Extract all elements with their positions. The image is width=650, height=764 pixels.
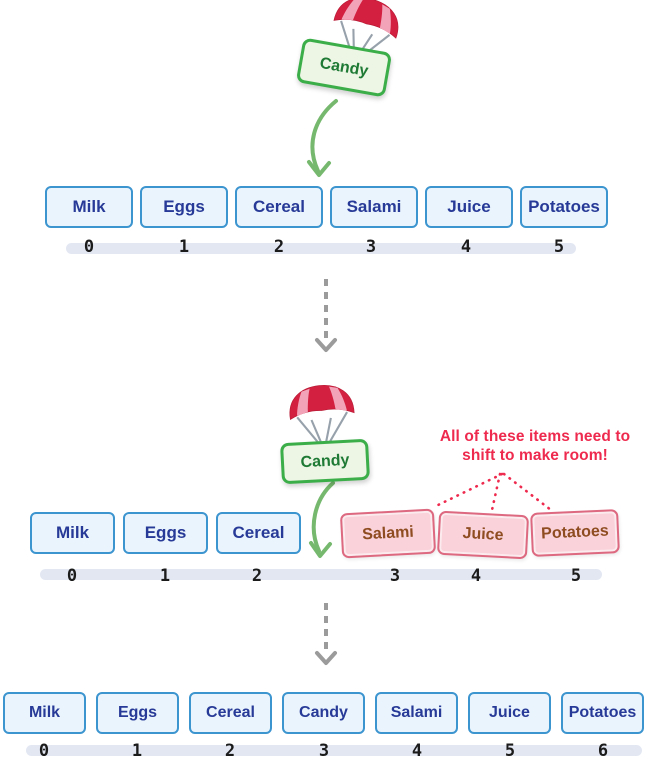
array-item-cereal: Cereal	[235, 186, 323, 228]
candy-item: Candy	[279, 438, 371, 485]
array-item-salami: Salami	[375, 692, 458, 734]
annotation-line2: shift to make room!	[462, 447, 608, 465]
annotation-line1: All of these items need to	[439, 428, 631, 445]
array-item-cereal: Cereal	[216, 512, 301, 554]
index-label: 2	[251, 566, 263, 586]
candy-item: Candy	[295, 37, 393, 98]
array-item-eggs: Eggs	[140, 186, 228, 228]
candy-label: Candy	[300, 451, 350, 471]
index-label: 1	[159, 566, 171, 586]
index-label: 5	[504, 741, 516, 761]
array-item-eggs: Eggs	[123, 512, 208, 554]
array-item-potatoes: Potatoes	[561, 692, 644, 734]
candy-label: Candy	[318, 54, 370, 80]
array-item-eggs: Eggs	[96, 692, 179, 734]
index-bar	[66, 243, 576, 254]
array-item-cereal: Cereal	[189, 692, 272, 734]
index-bar	[40, 569, 602, 580]
index-label: 2	[273, 237, 285, 257]
array-item-milk: Milk	[3, 692, 86, 734]
index-label: 1	[131, 741, 143, 761]
index-label: 0	[38, 741, 50, 761]
index-label: 3	[318, 741, 330, 761]
insert-arrow-icon	[307, 99, 338, 177]
index-label: 3	[389, 566, 401, 586]
index-label: 1	[178, 237, 190, 257]
array-item-milk: Milk	[45, 186, 133, 228]
index-label: 6	[597, 741, 609, 761]
array-row-step1: Milk Eggs Cereal Salami Juice Potatoes	[45, 186, 608, 228]
index-label: 0	[83, 237, 95, 257]
shifting-item-potatoes: Potatoes	[530, 509, 620, 557]
index-label: 4	[460, 237, 472, 257]
shifting-item-juice: Juice	[436, 510, 530, 560]
array-row-step3: Milk Eggs Cereal Candy Salami Juice Pota…	[3, 692, 644, 734]
array-item-juice: Juice	[425, 186, 513, 228]
index-label: 4	[411, 741, 423, 761]
index-label: 0	[66, 566, 78, 586]
insert-arrow-icon	[309, 481, 335, 558]
callout-dotted-lines	[434, 472, 553, 512]
array-item-milk: Milk	[30, 512, 115, 554]
shift-annotation: All of these items need to shift to make…	[420, 427, 650, 466]
array-row-step2-left: Milk Eggs Cereal	[30, 512, 301, 554]
array-item-potatoes: Potatoes	[520, 186, 608, 228]
array-item-juice: Juice	[468, 692, 551, 734]
array-item-candy: Candy	[282, 692, 365, 734]
next-step-arrow-icon	[315, 603, 337, 665]
index-label: 5	[553, 237, 565, 257]
index-label: 3	[365, 237, 377, 257]
index-label: 5	[570, 566, 582, 586]
array-item-salami: Salami	[330, 186, 418, 228]
shifting-item-salami: Salami	[339, 508, 437, 559]
next-step-arrow-icon	[315, 279, 337, 352]
index-label: 4	[470, 566, 482, 586]
index-label: 2	[224, 741, 236, 761]
index-bar	[26, 745, 642, 756]
